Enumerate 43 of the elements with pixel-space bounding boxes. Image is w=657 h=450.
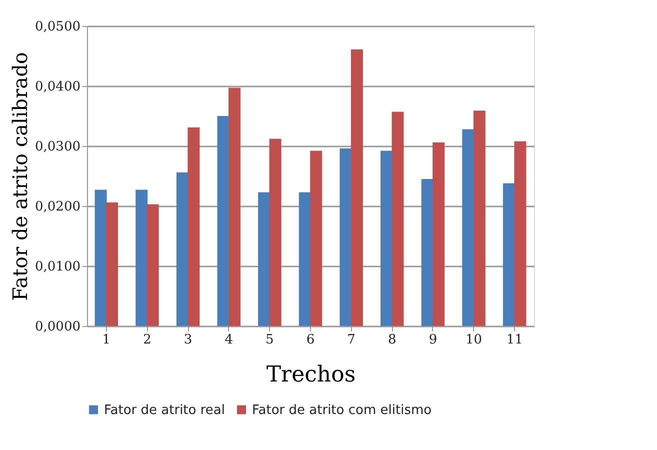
x-tick-label: 11 <box>506 332 523 348</box>
legend-label: Fator de atrito com elitismo <box>252 402 432 418</box>
bar <box>380 150 393 326</box>
y-tick-label: 0,0000 <box>35 320 80 334</box>
x-tick-label: 4 <box>224 332 233 348</box>
bar <box>392 112 404 326</box>
x-tick-label: 9 <box>428 332 438 348</box>
bar <box>462 129 474 326</box>
bar <box>514 141 526 326</box>
y-tick-label: 0,0100 <box>35 260 80 274</box>
x-axis-title: Trechos <box>266 362 356 388</box>
y-tick-label: 0,0500 <box>35 20 80 34</box>
x-tick-label: 6 <box>306 332 315 348</box>
bar <box>188 127 200 326</box>
bar <box>106 202 118 326</box>
bar <box>146 204 159 326</box>
x-tick-label: 2 <box>143 332 152 348</box>
bar <box>502 183 515 326</box>
bar <box>136 190 148 326</box>
bar <box>350 49 363 326</box>
bar <box>217 116 230 326</box>
bar <box>228 88 240 326</box>
y-tick-label: 0,0300 <box>35 140 80 154</box>
y-axis-title: Fator de atrito calibrado <box>8 52 32 301</box>
y-tick-label: 0,0200 <box>35 200 80 214</box>
legend-label: Fator de atrito real <box>104 402 225 418</box>
bar <box>340 148 352 326</box>
bar <box>298 192 311 326</box>
x-tick-label: 7 <box>347 332 356 348</box>
x-tick-label: 3 <box>184 332 192 348</box>
bar <box>432 142 445 326</box>
x-tick-label: 8 <box>388 332 396 348</box>
bar <box>269 138 282 326</box>
y-tick-label: 0,0400 <box>35 80 80 94</box>
bar <box>94 190 107 326</box>
x-tick-label: 10 <box>466 332 482 348</box>
bar <box>473 110 486 326</box>
bar <box>176 172 188 326</box>
x-tick-label: 1 <box>102 332 111 348</box>
bar <box>258 192 270 326</box>
x-tick-label: 5 <box>266 332 274 348</box>
bar <box>310 150 322 326</box>
bar <box>421 179 434 326</box>
